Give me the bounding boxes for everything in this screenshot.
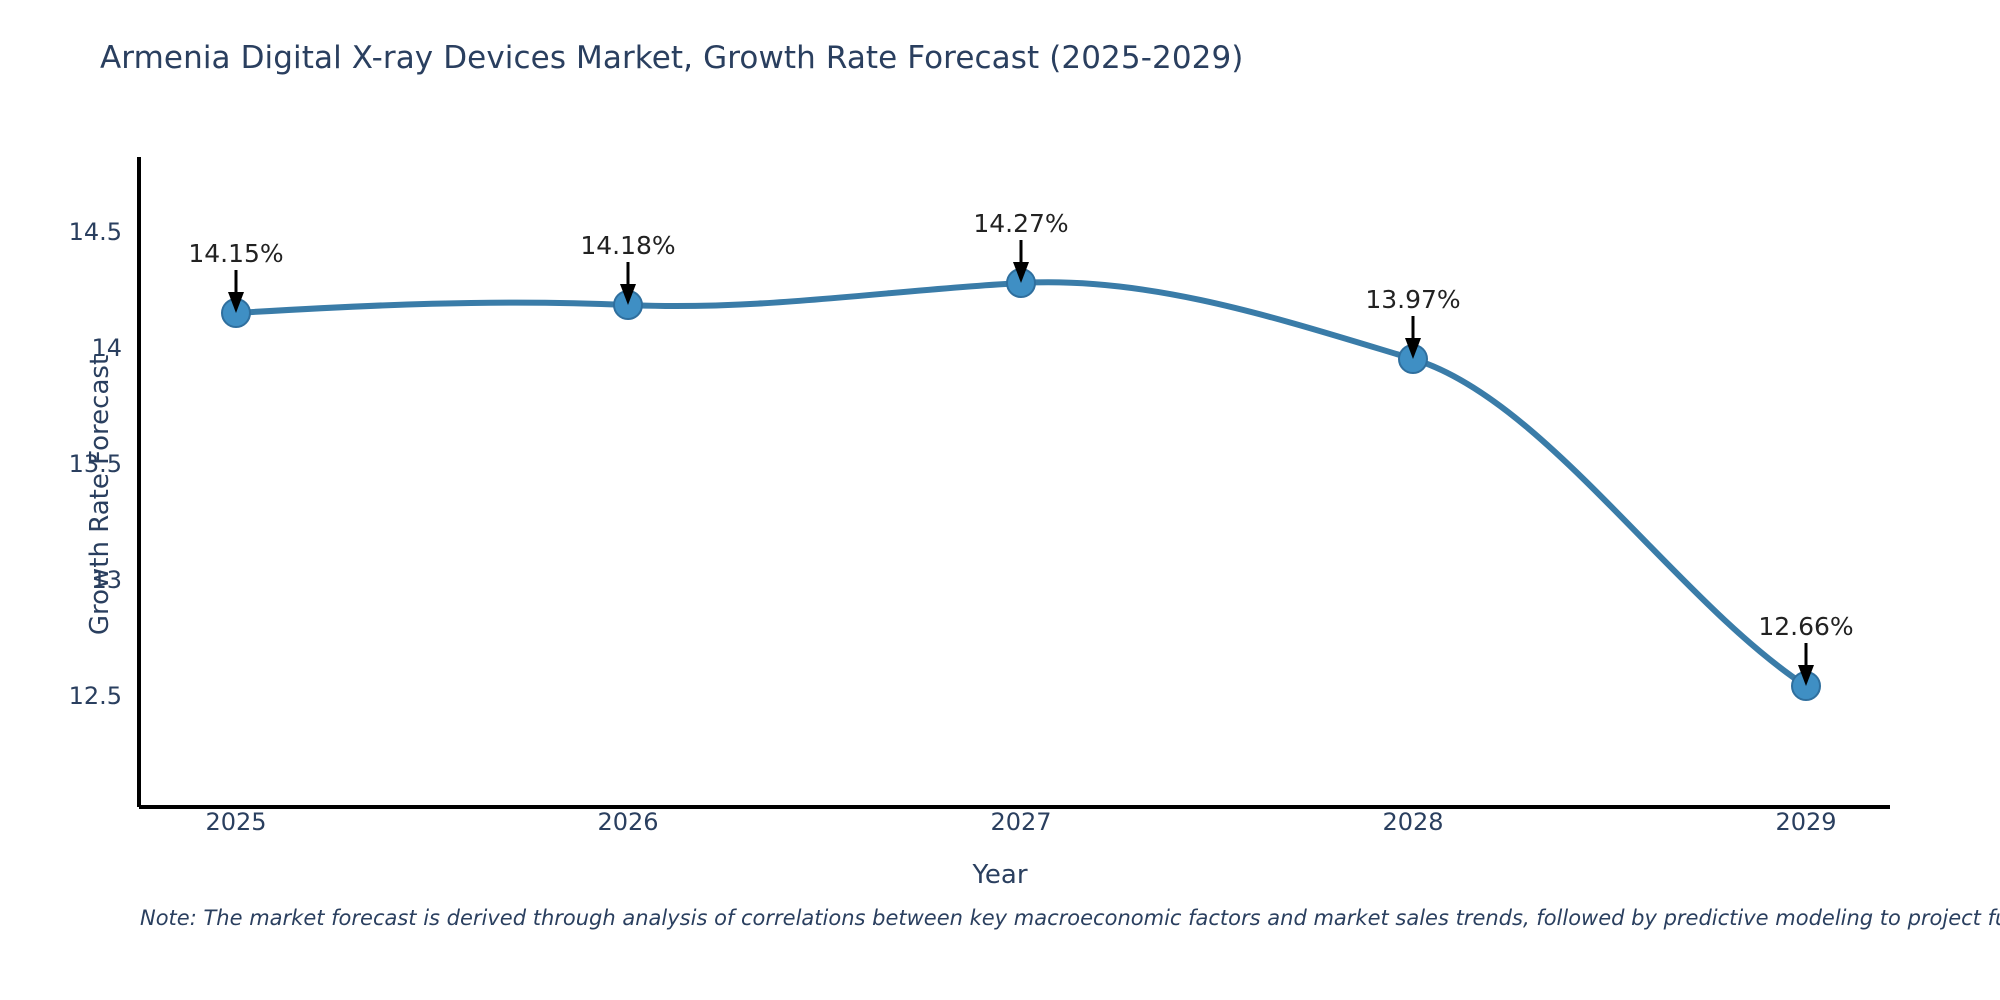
annotation-arrow-icon: [1405, 316, 1421, 359]
x-tick-label: 2025: [205, 808, 267, 836]
data-point-label: 14.27%: [973, 209, 1069, 238]
y-tick-label: 14.5: [68, 218, 122, 246]
x-tick-label: 2027: [990, 808, 1052, 836]
data-point-label: 13.97%: [1365, 285, 1461, 314]
annotation-arrow-icon: [1798, 643, 1814, 686]
y-tick-label: 13.5: [68, 450, 122, 478]
x-tick-label: 2026: [597, 808, 659, 836]
x-axis-title: Year: [972, 860, 1028, 890]
chart-footnote: Note: The market forecast is derived thr…: [140, 906, 2000, 930]
y-tick-label: 12.5: [68, 682, 122, 710]
y-axis-tick-labels: 14.5 14 13.5 13 12.5: [0, 0, 122, 1000]
annotation-arrow-icon: [1013, 240, 1029, 283]
chart-title: Armenia Digital X-ray Devices Market, Gr…: [100, 40, 1244, 76]
y-tick-label: 13: [91, 566, 122, 594]
y-tick-label: 14: [91, 334, 122, 362]
data-line-series: [233, 279, 1809, 689]
x-tick-label: 2028: [1382, 808, 1444, 836]
annotation-arrow-icon: [228, 270, 244, 313]
annotation-arrow-icon: [620, 262, 636, 305]
data-point-label: 12.66%: [1758, 612, 1854, 641]
data-point-label: 14.18%: [580, 231, 676, 260]
data-point-label: 14.15%: [188, 239, 284, 268]
x-tick-label: 2029: [1775, 808, 1837, 836]
